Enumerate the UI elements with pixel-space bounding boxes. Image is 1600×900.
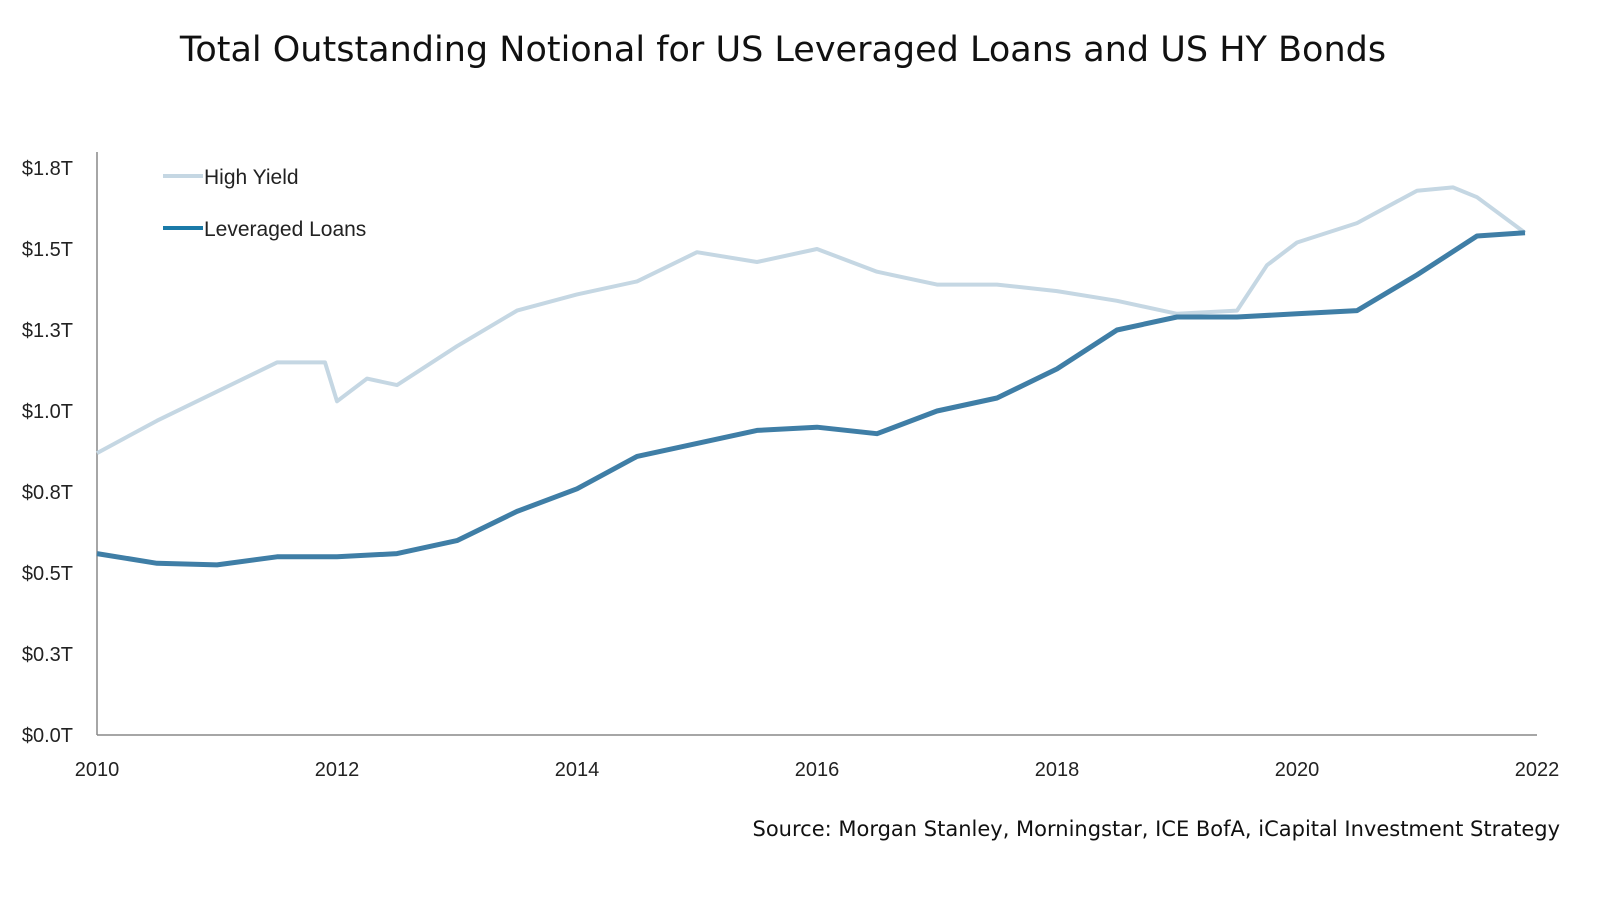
y-tick-label: $0.0T: [22, 725, 73, 747]
y-tick-label: $1.0T: [22, 401, 73, 423]
y-tick-label: $0.5T: [22, 563, 73, 585]
x-tick-label: 2022: [1515, 759, 1560, 781]
x-tick-label: 2014: [555, 759, 600, 781]
x-tick-label: 2016: [795, 759, 840, 781]
legend-label: High Yield: [204, 166, 299, 189]
y-tick-label: $0.8T: [22, 482, 73, 504]
y-tick-label: $1.8T: [22, 158, 73, 180]
chart-title: Total Outstanding Notional for US Levera…: [179, 30, 1387, 70]
series-line-high-yield: [96, 185, 1527, 455]
series-line-leveraged-loans: [96, 230, 1526, 568]
x-tick-label: 2018: [1035, 759, 1080, 781]
y-tick-label: $1.3T: [22, 320, 73, 342]
x-tick-label: 2010: [75, 759, 120, 781]
x-tick-label: 2020: [1275, 759, 1320, 781]
y-tick-label: $1.5T: [22, 239, 73, 261]
legend-label: Leveraged Loans: [204, 218, 366, 241]
y-tick-label: $0.3T: [22, 644, 73, 666]
source-note: Source: Morgan Stanley, Morningstar, ICE…: [752, 817, 1560, 841]
x-tick-label: 2012: [315, 759, 360, 781]
